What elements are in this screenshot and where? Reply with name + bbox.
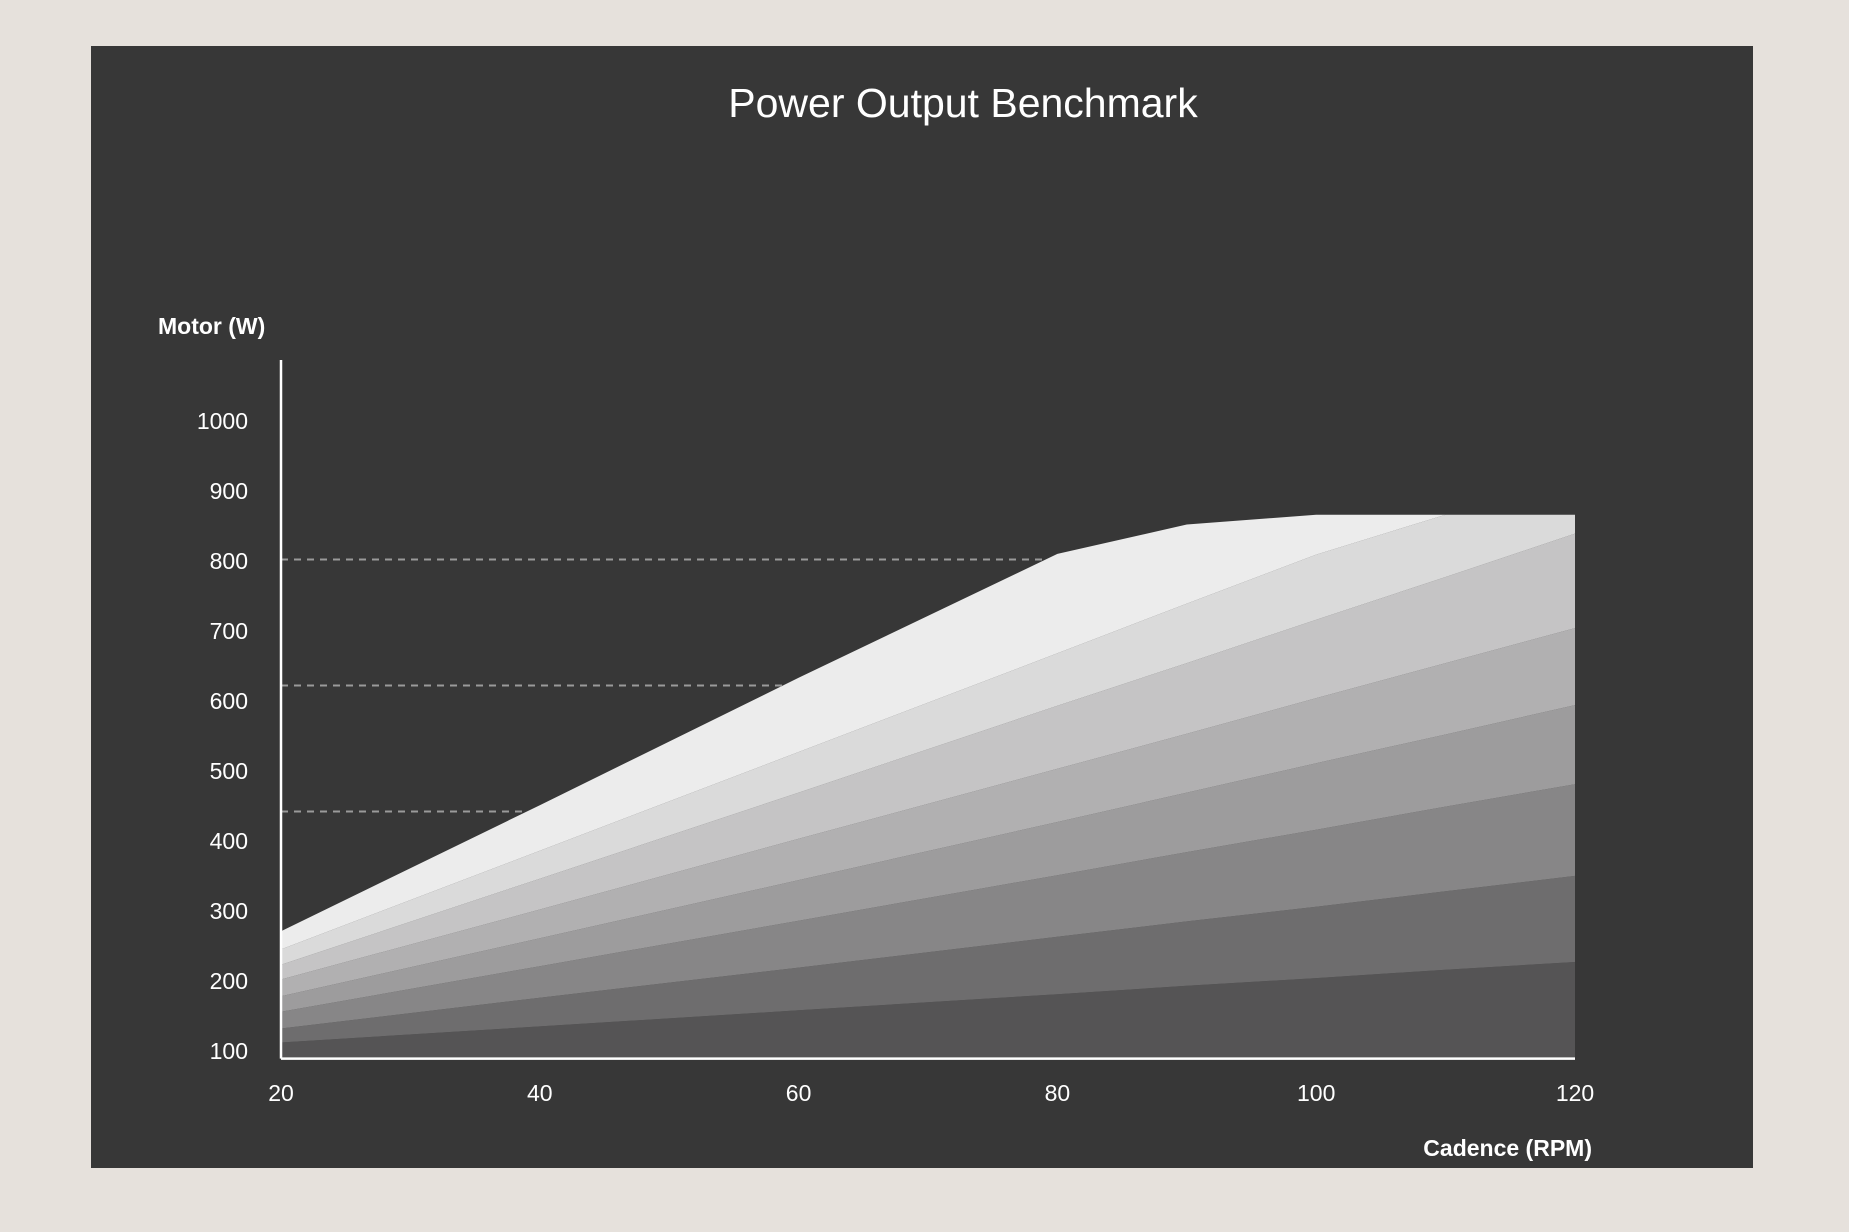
x-tick-label: 80	[1045, 1080, 1071, 1106]
area-band	[281, 784, 1575, 1029]
area-band	[281, 875, 1575, 1043]
area-band	[281, 962, 1575, 1059]
y-tick-label: 500	[210, 758, 248, 784]
y-axis-title: Motor (W)	[158, 313, 265, 339]
area-band	[281, 533, 1575, 980]
area-band	[281, 514, 1575, 965]
y-tick-label: 400	[210, 828, 248, 854]
area-band	[281, 628, 1575, 997]
x-tick-label: 60	[786, 1080, 812, 1106]
x-tick-label: 100	[1297, 1080, 1335, 1106]
x-tick-label: 120	[1556, 1080, 1594, 1106]
y-tick-label: 700	[210, 618, 248, 644]
y-tick-label: 600	[210, 688, 248, 714]
y-tick-label: 200	[210, 968, 248, 994]
x-axis-title: Cadence (RPM)	[1423, 1135, 1592, 1161]
y-tick-label: 1000	[197, 408, 248, 434]
x-tick-label: 40	[527, 1080, 553, 1106]
y-tick-label: 900	[210, 478, 248, 504]
x-tick-label: 20	[268, 1080, 294, 1106]
y-tick-label: 100	[210, 1038, 248, 1064]
y-tick-label: 300	[210, 898, 248, 924]
y-tick-label: 800	[210, 548, 248, 574]
area-band	[281, 705, 1575, 1012]
chart-title: Power Output Benchmark	[728, 80, 1198, 126]
